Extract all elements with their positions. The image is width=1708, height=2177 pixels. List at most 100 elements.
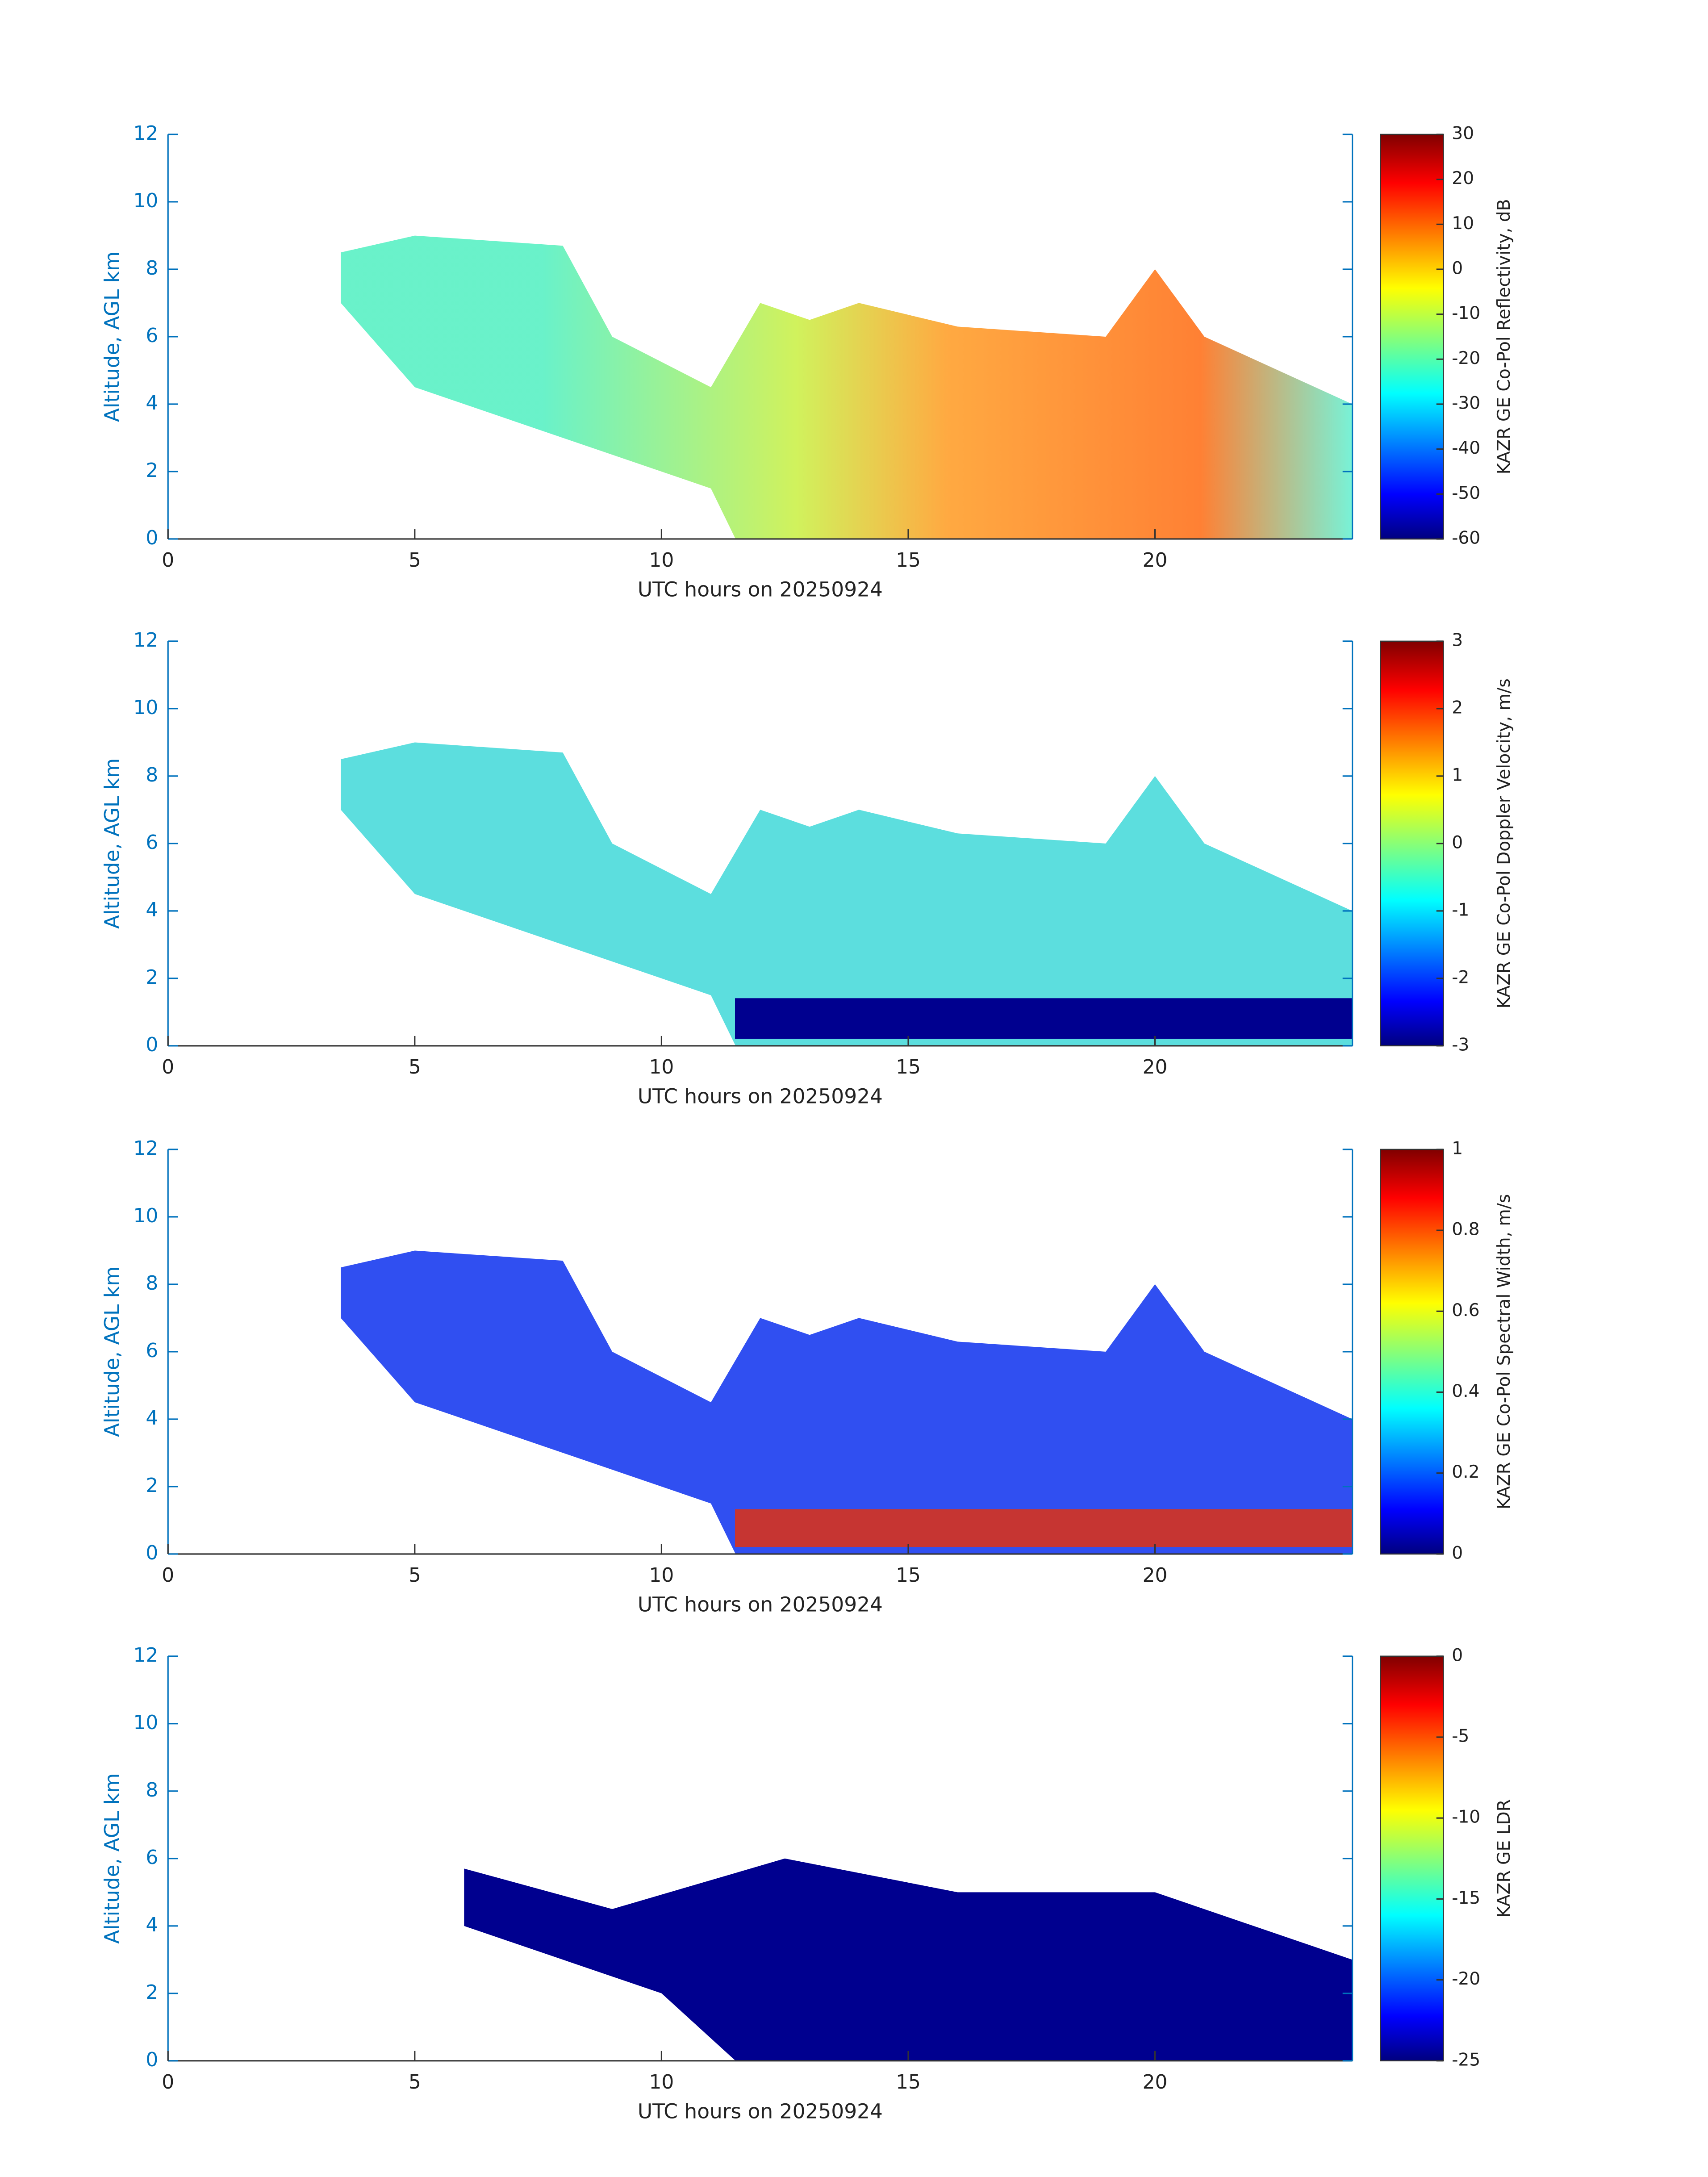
y-tick-label: 12 (133, 1137, 158, 1160)
colorbar-tick-label: 0 (1452, 1645, 1463, 1665)
x-tick-label: 15 (896, 1056, 921, 1078)
colorbar (1380, 1149, 1444, 1555)
colorbar-tick-label: -15 (1452, 1888, 1480, 1908)
colorbar-tick-label: 0.8 (1452, 1220, 1479, 1240)
colorbar-tick-label: -25 (1452, 2050, 1480, 2070)
x-tick-label: 20 (1143, 1564, 1168, 1587)
y-tick-label: 10 (133, 696, 158, 719)
y-tick-label: 2 (146, 1474, 158, 1497)
colorbar (1380, 1655, 1444, 2062)
y-axis-label: Altitude, AGL km (100, 1266, 124, 1437)
colorbar-tick-label: 0.2 (1452, 1462, 1479, 1482)
y-tick-label: 10 (133, 189, 158, 212)
y-tick-label: 4 (146, 898, 158, 921)
y-tick-label: 6 (146, 324, 158, 347)
x-tick-label: 20 (1143, 2071, 1168, 2093)
y-tick-label: 0 (146, 2048, 158, 2071)
colorbar (1380, 640, 1444, 1047)
x-axis-label: UTC hours on 20250924 (638, 577, 883, 601)
colorbar-tick-label: -2 (1452, 967, 1469, 987)
x-tick-label: 5 (409, 2071, 421, 2093)
x-tick-label: 5 (409, 549, 421, 572)
colorbar-tick-label: 2 (1452, 698, 1463, 718)
y-tick-label: 4 (146, 1914, 158, 1936)
x-tick-label: 15 (896, 2071, 921, 2093)
colorbar-label: KAZR GE Co-Pol Spectral Width, m/s (1494, 1194, 1514, 1509)
colorbar-tick-label: -10 (1452, 1807, 1480, 1827)
colorbar-tick-label: -50 (1452, 483, 1480, 503)
y-tick-label: 8 (146, 1272, 158, 1295)
y-tick-label: 8 (146, 764, 158, 786)
x-tick-label: 15 (896, 1564, 921, 1587)
colorbar-tick-label: 0.4 (1452, 1381, 1479, 1401)
colorbar-tick-label: -1 (1452, 900, 1469, 920)
colorbar-tick-label: -20 (1452, 348, 1480, 368)
y-tick-label: 6 (146, 831, 158, 854)
colorbar-tick-label: -5 (1452, 1726, 1469, 1746)
echo-region (464, 1858, 1353, 2061)
x-tick-label: 10 (649, 1056, 674, 1078)
x-axis-label: UTC hours on 20250924 (638, 1084, 883, 1108)
colorbar-tick-label: -60 (1452, 528, 1480, 548)
colorbar-tick-label: 0 (1452, 258, 1463, 278)
y-tick-label: 4 (146, 1407, 158, 1429)
y-tick-label: 4 (146, 392, 158, 414)
colorbar-tick-label: 30 (1452, 123, 1474, 143)
x-tick-label: 10 (649, 549, 674, 572)
colorbar-tick-label: 0 (1452, 1543, 1463, 1563)
x-tick-label: 0 (162, 1564, 174, 1587)
colorbar-label: KAZR GE Co-Pol Doppler Velocity, m/s (1494, 678, 1514, 1008)
colorbar-label: KAZR GE LDR (1494, 1799, 1514, 1918)
y-tick-label: 12 (133, 629, 158, 652)
x-tick-label: 0 (162, 549, 174, 572)
colorbar-tick-label: 1 (1452, 1138, 1463, 1158)
echo-region (735, 998, 1353, 1039)
y-tick-label: 12 (133, 122, 158, 145)
y-tick-label: 6 (146, 1339, 158, 1362)
colorbar-tick-label: 1 (1452, 765, 1463, 785)
colorbar-tick-label: 20 (1452, 168, 1474, 188)
y-tick-label: 6 (146, 1846, 158, 1869)
y-axis-label: Altitude, AGL km (100, 758, 124, 929)
y-tick-label: 0 (146, 526, 158, 549)
colorbar-tick-label: 0 (1452, 832, 1463, 852)
colorbar-label: KAZR GE Co-Pol Reflectivity, dB (1494, 199, 1514, 475)
echo-region (341, 235, 1353, 539)
y-axis-label: Altitude, AGL km (100, 251, 124, 422)
x-tick-label: 20 (1143, 549, 1168, 572)
x-tick-label: 5 (409, 1564, 421, 1587)
y-tick-label: 10 (133, 1711, 158, 1734)
y-tick-label: 10 (133, 1204, 158, 1227)
y-tick-label: 8 (146, 257, 158, 280)
y-tick-label: 0 (146, 1033, 158, 1056)
y-tick-label: 2 (146, 459, 158, 482)
y-tick-label: 12 (133, 1644, 158, 1667)
y-tick-label: 8 (146, 1779, 158, 1801)
colorbar-tick-label: 3 (1452, 630, 1463, 650)
colorbar-tick-label: -10 (1452, 303, 1480, 323)
x-tick-label: 10 (649, 2071, 674, 2093)
colorbar-tick-label: 0.6 (1452, 1300, 1479, 1320)
x-axis-label: UTC hours on 20250924 (638, 2099, 883, 2123)
colorbar (1380, 134, 1444, 540)
y-tick-label: 2 (146, 966, 158, 989)
colorbar-tick-label: -40 (1452, 438, 1480, 458)
x-axis-label: UTC hours on 20250924 (638, 1592, 883, 1616)
colorbar-tick-label: -3 (1452, 1035, 1469, 1055)
x-tick-label: 10 (649, 1564, 674, 1587)
x-tick-label: 20 (1143, 1056, 1168, 1078)
x-tick-label: 0 (162, 1056, 174, 1078)
x-tick-label: 0 (162, 2071, 174, 2093)
y-axis-label: Altitude, AGL km (100, 1773, 124, 1944)
colorbar-tick-label: 10 (1452, 213, 1474, 234)
colorbar-tick-label: -30 (1452, 393, 1480, 413)
y-tick-label: 0 (146, 1542, 158, 1564)
y-tick-label: 2 (146, 1981, 158, 2004)
echo-region (735, 1509, 1353, 1547)
x-tick-label: 15 (896, 549, 921, 572)
x-tick-label: 5 (409, 1056, 421, 1078)
echo-region (341, 1250, 1353, 1554)
colorbar-tick-label: -20 (1452, 1969, 1480, 1989)
